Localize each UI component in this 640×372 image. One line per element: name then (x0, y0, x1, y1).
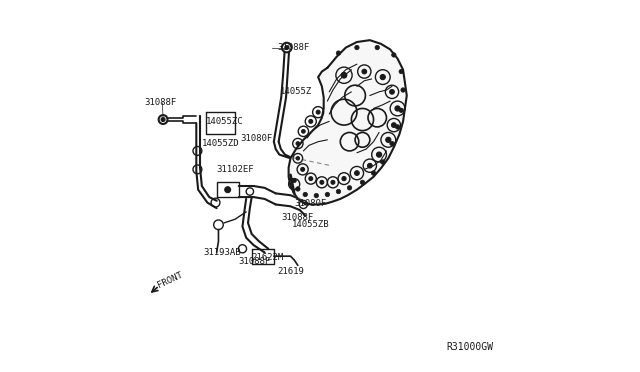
Circle shape (296, 187, 300, 191)
Circle shape (296, 142, 300, 145)
Circle shape (360, 180, 365, 185)
Circle shape (320, 180, 324, 184)
Text: FRONT: FRONT (156, 270, 184, 289)
Circle shape (375, 45, 380, 50)
Circle shape (336, 189, 340, 194)
Text: 31088F: 31088F (281, 213, 314, 222)
Circle shape (355, 45, 359, 50)
Circle shape (355, 171, 359, 176)
Text: 21622M: 21622M (252, 253, 284, 262)
Circle shape (390, 141, 394, 146)
Circle shape (362, 69, 367, 74)
Text: 14055ZC: 14055ZC (205, 117, 243, 126)
Text: 14055ZD: 14055ZD (202, 139, 239, 148)
Text: 31080F: 31080F (241, 134, 273, 142)
Circle shape (390, 90, 394, 94)
Circle shape (309, 177, 313, 180)
Circle shape (401, 88, 405, 92)
Polygon shape (289, 40, 407, 205)
Circle shape (386, 137, 391, 142)
Circle shape (371, 171, 376, 175)
Circle shape (285, 46, 289, 49)
Circle shape (296, 157, 300, 160)
Circle shape (225, 187, 230, 193)
Circle shape (301, 167, 305, 171)
Text: 31102EF: 31102EF (216, 165, 254, 174)
Text: 31080F: 31080F (294, 199, 326, 208)
Circle shape (399, 69, 403, 74)
Circle shape (367, 163, 372, 168)
Circle shape (381, 160, 385, 164)
Text: 31088F: 31088F (239, 257, 271, 266)
Circle shape (292, 178, 296, 183)
Circle shape (380, 74, 385, 80)
Circle shape (395, 106, 400, 111)
Circle shape (325, 192, 330, 197)
Circle shape (392, 123, 396, 127)
Circle shape (314, 193, 319, 198)
Circle shape (309, 119, 313, 124)
Text: 31193AB: 31193AB (204, 248, 241, 257)
Text: 14055ZB: 14055ZB (292, 220, 330, 229)
Circle shape (331, 180, 335, 184)
Circle shape (396, 125, 400, 129)
Circle shape (348, 186, 352, 190)
Circle shape (376, 152, 381, 157)
Text: R31000GW: R31000GW (447, 342, 493, 352)
Circle shape (342, 177, 346, 181)
Text: 14055Z: 14055Z (280, 87, 312, 96)
Circle shape (301, 129, 305, 133)
Circle shape (316, 110, 320, 114)
Text: 21619: 21619 (278, 267, 305, 276)
Text: 31088F: 31088F (278, 43, 310, 52)
Circle shape (341, 73, 347, 78)
Circle shape (161, 118, 165, 121)
Text: 31088F: 31088F (145, 99, 177, 108)
Circle shape (392, 53, 396, 57)
Circle shape (399, 108, 403, 112)
Circle shape (303, 192, 307, 197)
Circle shape (336, 51, 340, 55)
